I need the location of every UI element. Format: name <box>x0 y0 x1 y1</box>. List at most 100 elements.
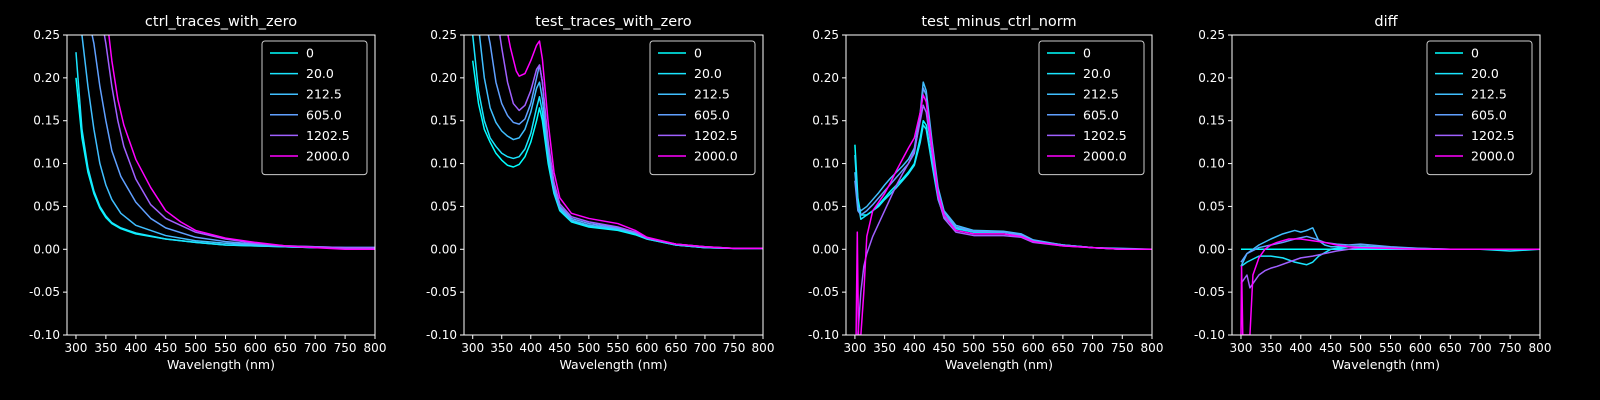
legend-label: 2000.0 <box>1083 149 1127 164</box>
y-tick-label: 0.00 <box>33 242 60 256</box>
legend-frame <box>261 40 368 176</box>
x-tick-label: 450 <box>1319 341 1342 355</box>
x-axis-label: Wavelength (nm) <box>1332 357 1440 372</box>
legend: 0 20.0 212.5 605.0 1202.5 2000.0 <box>649 40 756 176</box>
legend-label: 0 <box>1471 46 1479 61</box>
chart-panel-4: 300 350 400 450 500 550 600 650 700 750 800 -0.10 -0… <box>1194 14 1552 372</box>
legend-label: 20.0 <box>694 66 722 81</box>
x-tick-label: 300 <box>461 341 484 355</box>
series-line-5 <box>1240 246 1540 289</box>
y-tick-label: 0.00 <box>430 242 457 256</box>
y-tick-label: 0.00 <box>812 242 839 256</box>
y-tick-label: -0.05 <box>1194 285 1225 299</box>
chart-title: test_minus_ctrl_norm <box>921 14 1076 30</box>
legend-label: 20.0 <box>1471 66 1499 81</box>
y-tick-label: -0.10 <box>29 328 60 342</box>
x-tick-label: 500 <box>577 341 600 355</box>
legend-label: 605.0 <box>1083 107 1119 122</box>
legend-label: 20.0 <box>306 66 334 81</box>
x-tick-label: 700 <box>1469 341 1492 355</box>
x-tick-label: 550 <box>214 341 237 355</box>
legend-label: 0 <box>306 46 314 61</box>
series-line-2 <box>471 35 763 250</box>
legend-label: 212.5 <box>1083 87 1119 102</box>
x-tick-label: 750 <box>1111 341 1134 355</box>
legend-label: 2000.0 <box>694 149 738 164</box>
series-line-6 <box>1240 238 1540 335</box>
x-tick-label: 550 <box>1379 341 1402 355</box>
series-line-5 <box>857 104 1152 335</box>
y-tick-label: 0.25 <box>812 28 839 42</box>
x-tick-label: 350 <box>873 341 896 355</box>
y-tick-label: -0.10 <box>426 328 457 342</box>
legend-label: 212.5 <box>1471 87 1507 102</box>
x-tick-label: 500 <box>184 341 207 355</box>
legend-label: 1202.5 <box>694 128 738 143</box>
x-tick-label: 500 <box>1349 341 1372 355</box>
x-axis-label: Wavelength (nm) <box>167 357 275 372</box>
y-tick-label: -0.05 <box>426 285 457 299</box>
legend-frame <box>1038 40 1145 176</box>
x-tick-label: 400 <box>124 341 147 355</box>
x-tick-label: 650 <box>1051 341 1074 355</box>
x-tick-label: 800 <box>1141 341 1164 355</box>
y-tick-label: 0.25 <box>33 28 60 42</box>
y-tick-label: 0.25 <box>430 28 457 42</box>
y-tick-label: 0.20 <box>33 71 60 85</box>
x-tick-label: 800 <box>1529 341 1552 355</box>
y-tick-label: -0.05 <box>808 285 839 299</box>
chart-title: test_traces_with_zero <box>535 14 692 30</box>
y-tick-label: -0.10 <box>1194 328 1225 342</box>
series-group <box>471 35 763 250</box>
y-tick-label: 0.05 <box>1198 199 1225 213</box>
y-tick-label: 0.10 <box>812 157 839 171</box>
x-tick-label: 350 <box>94 341 117 355</box>
axes-frame <box>1231 34 1541 336</box>
series-line-6 <box>108 35 375 251</box>
legend-label: 605.0 <box>1471 107 1507 122</box>
legend-label: 0 <box>694 46 702 61</box>
x-tick-label: 600 <box>1409 341 1432 355</box>
x-tick-label: 400 <box>903 341 926 355</box>
x-tick-label: 450 <box>154 341 177 355</box>
legend-label: 605.0 <box>694 107 730 122</box>
y-tick-label: 0.15 <box>430 114 457 128</box>
y-tick-label: -0.05 <box>29 285 60 299</box>
y-tick-label: 0.00 <box>1198 242 1225 256</box>
axes-frame <box>66 34 376 336</box>
y-tick-label: 0.20 <box>430 71 457 85</box>
chart-title: ctrl_traces_with_zero <box>145 14 297 30</box>
x-tick-label: 500 <box>962 341 985 355</box>
legend-label: 2000.0 <box>306 149 350 164</box>
series-group <box>75 35 375 251</box>
legend-frame <box>649 40 756 176</box>
x-tick-label: 400 <box>1289 341 1312 355</box>
y-tick-label: 0.10 <box>1198 157 1225 171</box>
x-tick-label: 450 <box>933 341 956 355</box>
series-group <box>1240 227 1540 335</box>
series-line-4 <box>854 87 1152 251</box>
legend: 0 20.0 212.5 605.0 1202.5 2000.0 <box>1038 40 1145 176</box>
y-tick-label: 0.05 <box>812 199 839 213</box>
x-tick-label: 350 <box>490 341 513 355</box>
series-line-3 <box>854 81 1152 251</box>
x-tick-label: 300 <box>65 341 88 355</box>
x-tick-label: 550 <box>992 341 1015 355</box>
x-axis-label: Wavelength (nm) <box>560 357 668 372</box>
x-tick-label: 800 <box>364 341 387 355</box>
legend-label: 1202.5 <box>306 128 350 143</box>
chart-title: diff <box>1374 14 1398 30</box>
y-tick-label: 0.10 <box>33 157 60 171</box>
legend-label: 212.5 <box>694 87 730 102</box>
legend-label: 212.5 <box>306 87 342 102</box>
x-tick-label: 600 <box>635 341 658 355</box>
chart-panel-1: 300 350 400 450 500 550 600 650 700 750 800 -0.10 -0… <box>29 14 387 372</box>
y-tick-label: 0.15 <box>1198 114 1225 128</box>
y-tick-label: 0.15 <box>812 114 839 128</box>
axes-frame <box>463 34 764 336</box>
x-axis-label: Wavelength (nm) <box>945 357 1053 372</box>
y-tick-label: 0.15 <box>33 114 60 128</box>
x-tick-label: 800 <box>752 341 775 355</box>
y-tick-label: 0.10 <box>430 157 457 171</box>
